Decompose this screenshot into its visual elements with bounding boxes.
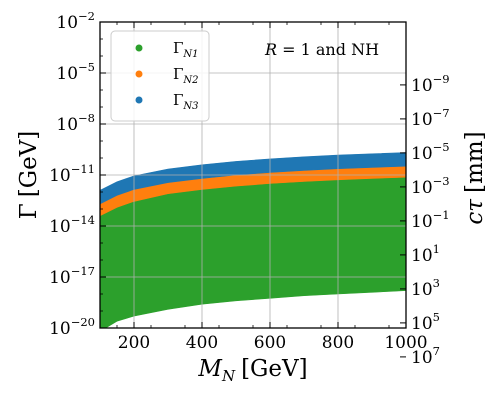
y-axis-title: Γ[GeV] (16, 131, 42, 220)
legend-label-n2: ΓN2 (173, 65, 199, 86)
x-tick-label: 1000 (384, 333, 427, 353)
y2-axis-title: cτ[mm] (462, 131, 488, 224)
legend-box (110, 30, 210, 122)
y-tick-label: 10−5 (56, 60, 95, 84)
y2-tick-label: 105 (411, 310, 440, 334)
plot-frame (99, 21, 407, 329)
y2-tick-label: 10−3 (411, 174, 450, 198)
legend-marker-n3 (135, 96, 143, 104)
y-tick-label: 10−2 (56, 9, 95, 33)
x-axis-title: MN [GeV] (197, 356, 307, 385)
y-tick-label: 10−20 (49, 315, 95, 339)
x-tick-labels: 200 400 600 800 1000 (118, 333, 428, 353)
y-tick-label: 10−8 (56, 111, 95, 135)
y2-tick-labels: 10−9 10−7 10−5 10−3 10−1 101 103 105 107 (411, 72, 450, 368)
series-area-n3 (100, 152, 406, 205)
legend-marker-n2 (135, 70, 143, 78)
y2-tick-label: 103 (411, 276, 440, 300)
y-tick-label: 10−14 (49, 213, 95, 237)
y2-tick-label: 10−9 (411, 72, 450, 96)
legend-label-n3: ΓN3 (173, 91, 199, 112)
y2-tick-label: 10−7 (411, 106, 450, 130)
y2-tick-label: 10−5 (411, 140, 450, 164)
y2-tick-label: 107 (411, 344, 440, 368)
legend-label-n1: ΓN1 (173, 39, 199, 60)
y-tick-label: 10−17 (49, 264, 95, 288)
y-tick-labels: 10−20 10−17 10−14 10−11 10−8 10−5 10−2 (49, 9, 95, 339)
series-areas (100, 152, 406, 328)
legend-marker-n1 (135, 44, 143, 52)
y2-tick-label: 10−1 (411, 208, 450, 232)
x-tick-label: 200 (118, 333, 150, 353)
x-tick-label: 600 (254, 333, 286, 353)
legend: ΓN1 ΓN2 ΓN3 (110, 30, 210, 122)
y2-tick-label: 101 (411, 242, 440, 266)
x-tick-label: 400 (186, 333, 218, 353)
x-tick-label: 800 (322, 333, 354, 353)
annotation: R = 1 and NH (264, 40, 379, 59)
y-tick-label: 10−11 (49, 162, 95, 186)
